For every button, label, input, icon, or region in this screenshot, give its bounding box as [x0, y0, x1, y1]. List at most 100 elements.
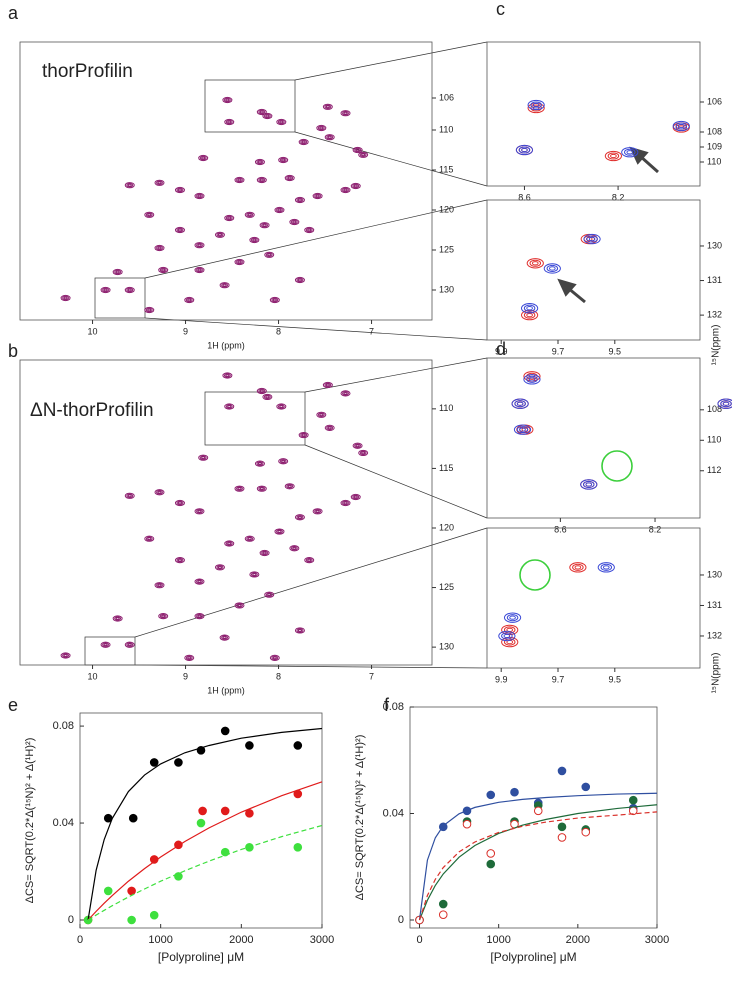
- peak: [262, 393, 273, 401]
- peak-contour: [265, 114, 270, 118]
- peak: [269, 296, 280, 304]
- peak-contour: [343, 501, 348, 505]
- peak-contour: [300, 432, 308, 438]
- peak: [274, 528, 285, 535]
- peak-contour: [126, 183, 134, 188]
- peak: [234, 258, 245, 266]
- peak-contour: [277, 208, 282, 212]
- peak-contour: [237, 178, 242, 182]
- zoom-line: [134, 527, 488, 638]
- peak-contour: [115, 617, 120, 620]
- peak: [284, 174, 295, 182]
- x-tick-label: 8.6: [518, 192, 531, 202]
- peak-contour: [514, 400, 526, 408]
- peak-contour: [272, 656, 277, 660]
- y-tick-label: 132: [707, 630, 722, 640]
- peak-contour: [103, 643, 108, 647]
- peak-contour: [127, 643, 132, 647]
- peak: [144, 306, 155, 314]
- peak-contour: [526, 306, 533, 311]
- peak: [526, 258, 544, 269]
- peak-contour: [227, 405, 232, 408]
- peak-contour: [523, 304, 536, 312]
- peak-contour: [197, 614, 202, 618]
- peak-contour: [265, 592, 273, 597]
- peak: [234, 602, 245, 609]
- peak-contour: [223, 97, 231, 103]
- peak-contour: [624, 148, 636, 156]
- peak: [224, 214, 235, 222]
- zoom-box: [84, 636, 136, 666]
- peak-contour: [722, 401, 730, 406]
- peak: [274, 206, 285, 214]
- peak-contour: [574, 565, 582, 570]
- data-point: [462, 819, 472, 829]
- panel: e 0 1000 2000 3000 0 0.04 0.08 [Polyproline] μM Δ…: [8, 695, 334, 964]
- peak-contour: [277, 530, 282, 533]
- peak-contour: [279, 459, 287, 464]
- peak-contour: [359, 450, 367, 456]
- peak-contour: [246, 536, 254, 541]
- x-tick-label: 0: [77, 934, 83, 946]
- fit-curve: [87, 781, 323, 921]
- peak-contour: [221, 635, 229, 640]
- peak: [224, 118, 235, 126]
- peak: [194, 578, 205, 585]
- peak: [249, 236, 260, 244]
- peak: [234, 176, 245, 184]
- peak-contour: [247, 213, 252, 217]
- data-point: [557, 822, 567, 832]
- x-tick-label: 9: [183, 326, 188, 336]
- peak-contour: [145, 212, 153, 217]
- y-tick-label: 115: [439, 463, 453, 473]
- peak: [256, 176, 267, 184]
- peak-contour: [276, 529, 283, 534]
- peak-contour: [297, 629, 303, 632]
- peak: [340, 499, 351, 507]
- peak-contour: [225, 541, 233, 546]
- y-tick-label: 130: [439, 642, 454, 652]
- peak-contour: [296, 628, 304, 633]
- peak-contour: [353, 184, 358, 188]
- plot-frame: [79, 712, 323, 929]
- x-tick-label: 2000: [229, 934, 253, 946]
- peak-contour: [585, 482, 593, 487]
- peak-contour: [300, 139, 308, 145]
- x-tick-label: 7: [369, 326, 374, 336]
- plot-frame: [19, 41, 433, 321]
- data-point: [149, 758, 159, 767]
- peak: [312, 192, 323, 200]
- peak: [340, 390, 351, 397]
- peak: [604, 150, 622, 162]
- x-tick-label: 0: [416, 934, 422, 946]
- peak-contour: [546, 264, 559, 272]
- zoom-line: [144, 317, 488, 341]
- peak: [350, 493, 361, 501]
- peak-contour: [196, 613, 203, 619]
- peak-contour: [297, 515, 303, 519]
- peak-contour: [281, 158, 286, 162]
- data-point: [628, 795, 638, 805]
- peak-contour: [217, 233, 223, 237]
- zoom-box: [94, 277, 146, 319]
- peak-contour: [516, 401, 524, 406]
- peak: [276, 118, 287, 126]
- peak: [521, 309, 539, 321]
- peak: [501, 624, 519, 636]
- y-tick-label: 130: [707, 240, 722, 250]
- y-tick-label: 106: [439, 92, 454, 102]
- peak-contour: [196, 193, 203, 199]
- peak-contour: [526, 312, 533, 318]
- peak: [294, 196, 305, 204]
- peak: [304, 557, 315, 564]
- peak-contour: [227, 216, 232, 220]
- fit-curve: [418, 811, 658, 921]
- peak-contour: [250, 572, 258, 577]
- peak-contour: [258, 109, 266, 115]
- x-tick-label: 8.6: [554, 524, 567, 534]
- peak-contour: [147, 213, 152, 217]
- peak: [194, 266, 205, 274]
- x-tick-label: 9.7: [552, 346, 565, 356]
- peak: [198, 454, 209, 461]
- peak-contour: [297, 278, 303, 282]
